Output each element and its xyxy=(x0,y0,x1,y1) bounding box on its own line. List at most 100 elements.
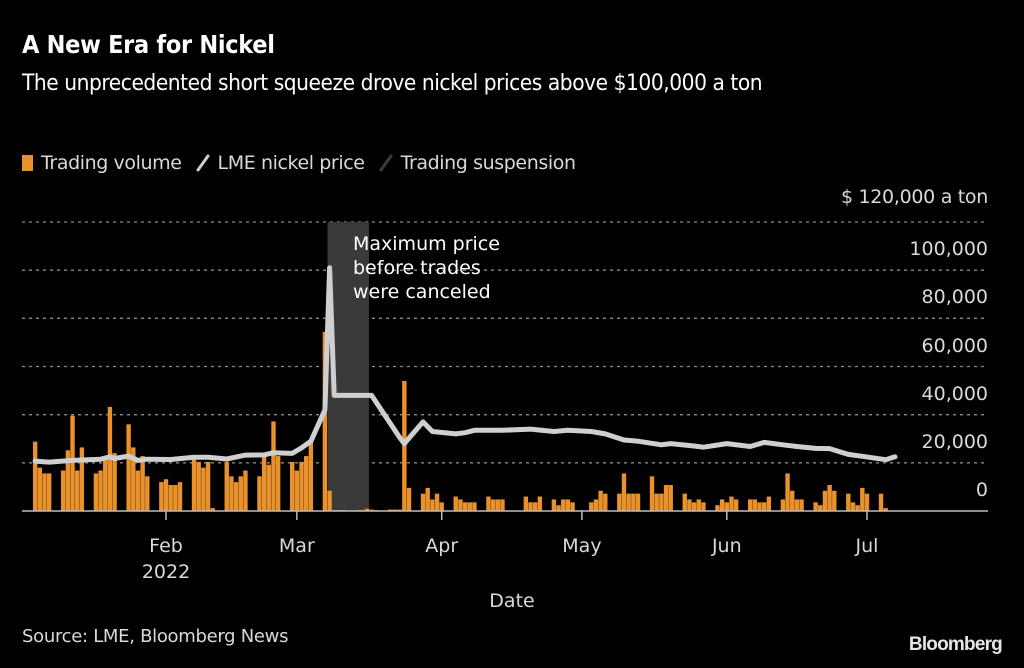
volume-bar xyxy=(46,473,52,511)
volume-bar xyxy=(191,458,197,511)
volume-bar xyxy=(261,453,267,511)
max-price-annotation: Maximum price before trades were cancele… xyxy=(353,233,500,303)
volume-bar xyxy=(733,499,739,511)
volume-bar xyxy=(425,487,430,511)
volume-bar xyxy=(304,456,309,511)
volume-bar xyxy=(210,508,215,511)
volume-bar xyxy=(715,505,720,511)
volume-bar xyxy=(822,490,828,511)
legend-label: Trading volume xyxy=(41,152,182,174)
volume-bar xyxy=(598,490,603,511)
volume-bar xyxy=(682,493,687,511)
volume-bar xyxy=(163,479,169,511)
legend-label: LME nickel price xyxy=(217,152,365,174)
volume-bar xyxy=(663,484,669,511)
volume-bar xyxy=(257,476,262,511)
volume-bar xyxy=(168,484,173,511)
volume-bar xyxy=(537,496,543,511)
volume-bar xyxy=(691,502,697,511)
volume-bar xyxy=(196,461,201,511)
volume-bar xyxy=(785,473,790,511)
volume-bar xyxy=(818,505,823,511)
volume-bar xyxy=(79,447,85,511)
volume-bar xyxy=(439,502,444,511)
volume-bar xyxy=(294,470,300,511)
volume-bar xyxy=(275,456,281,511)
volume-bar xyxy=(458,499,463,511)
volume-bar xyxy=(556,505,561,511)
volume-bar xyxy=(229,476,234,511)
y-tick-label: 40,000 xyxy=(921,382,988,405)
volume-bar xyxy=(626,493,631,511)
volume-bar xyxy=(224,461,229,511)
volume-bar xyxy=(523,496,529,511)
volume-bar xyxy=(827,484,832,511)
volume-bar xyxy=(140,456,145,511)
volume-bar xyxy=(60,470,66,511)
y-tick-label: 20,000 xyxy=(921,430,988,453)
volume-bar xyxy=(42,473,47,511)
volume-bar xyxy=(364,508,370,511)
line-swatch-icon xyxy=(196,154,210,172)
volume-bar xyxy=(238,476,243,511)
volume-bar xyxy=(528,502,533,511)
volume-bar xyxy=(486,496,491,511)
volume-bar xyxy=(490,499,496,511)
volume-bar xyxy=(757,502,762,511)
volume-bar xyxy=(322,331,328,511)
volume-bar xyxy=(532,502,538,511)
y-tick-label: 60,000 xyxy=(921,334,988,357)
volume-bar xyxy=(406,487,412,511)
x-tick-label: Jul xyxy=(855,535,879,557)
volume-bar xyxy=(659,493,664,511)
volume-bar xyxy=(462,502,468,511)
volume-bar xyxy=(603,493,608,511)
volume-bar xyxy=(65,450,71,511)
volume-bar xyxy=(878,493,884,511)
chart-subtitle: The unprecedented short squeeze drove ni… xyxy=(22,71,763,96)
volume-bar xyxy=(696,499,701,511)
volume-bar xyxy=(631,493,636,511)
volume-bar xyxy=(701,502,706,511)
volume-bar xyxy=(864,493,870,511)
volume-bar xyxy=(145,476,150,511)
volume-bar xyxy=(729,496,734,511)
bloomberg-logo: Bloomberg xyxy=(908,634,1003,655)
volume-bar xyxy=(205,461,211,511)
y-axis-unit-label: $ 120,000 a ton xyxy=(840,186,988,208)
volume-bar xyxy=(420,493,426,511)
volume-bar xyxy=(233,482,239,511)
volume-bar xyxy=(75,470,80,511)
volume-bar xyxy=(177,482,183,511)
chart-title: A New Era for Nickel xyxy=(22,30,275,59)
volume-bar xyxy=(561,499,566,511)
volume-bar xyxy=(289,461,295,511)
x-tick-label: May xyxy=(562,535,602,557)
volume-bar xyxy=(617,493,622,511)
volume-bar xyxy=(271,421,276,511)
volume-bar xyxy=(327,490,332,511)
y-tick-label: 80,000 xyxy=(921,286,988,309)
volume-bar xyxy=(93,473,99,511)
volume-bar xyxy=(832,490,837,511)
volume-bar xyxy=(131,447,136,511)
volume-bar xyxy=(434,493,440,511)
x-tick-label: Apr xyxy=(425,535,459,557)
volume-bar xyxy=(299,461,304,511)
source-note: Source: LME, Bloomberg News xyxy=(22,626,289,647)
volume-bar xyxy=(752,499,758,511)
volume-bar xyxy=(635,493,641,511)
volume-bar xyxy=(565,499,571,511)
volume-bar xyxy=(846,493,851,511)
volume-bar xyxy=(126,424,131,511)
nickel-price-line xyxy=(32,265,898,465)
x-tick-label: Mar xyxy=(278,535,315,557)
volume-bar xyxy=(112,453,117,511)
volume-bar xyxy=(719,499,725,511)
volume-bar xyxy=(495,499,501,511)
y-tick-label: 0 xyxy=(975,479,988,501)
volume-bar xyxy=(37,467,43,511)
volume-bar xyxy=(551,499,557,511)
volume-bar xyxy=(654,493,659,511)
